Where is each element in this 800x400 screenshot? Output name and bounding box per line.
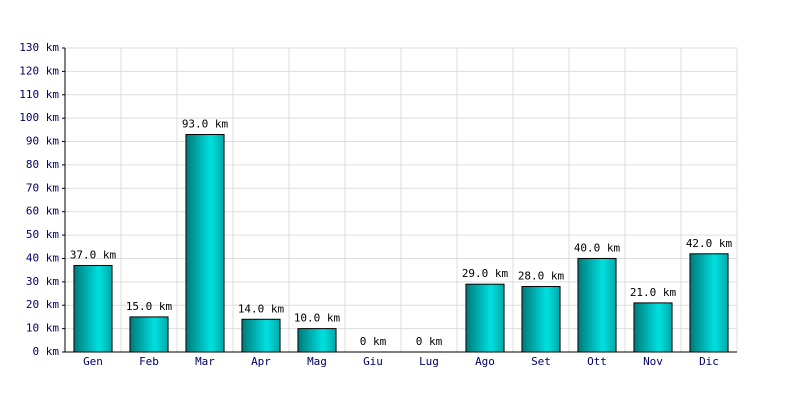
x-tick-label: Feb [139,355,159,368]
value-label: 93.0 km [182,118,229,131]
y-tick-label: 110 km [19,88,59,101]
y-tick-label: 130 km [19,41,59,54]
value-label: 21.0 km [630,286,677,299]
value-label: 29.0 km [462,267,509,280]
bar [689,253,729,353]
y-tick-label: 80 km [26,158,59,171]
y-tick-label: 10 km [26,322,59,335]
bar [521,286,561,353]
bar [241,318,281,353]
x-tick-label: Gen [83,355,103,368]
x-tick-label: Giu [363,355,383,368]
bar [129,316,169,353]
y-tick-label: 0 km [33,345,60,358]
y-tick-label: 100 km [19,111,59,124]
value-label: 14.0 km [238,302,285,315]
bar [633,302,673,353]
bar [465,283,505,353]
x-tick-label: Dic [699,355,719,368]
x-tick-label: Set [531,355,551,368]
value-label: 10.0 km [294,312,341,325]
value-label: 0 km [416,335,443,348]
value-label: 40.0 km [574,241,621,254]
y-tick-label: 30 km [26,275,59,288]
x-tick-label: Mar [195,355,215,368]
x-tick-label: Mag [307,355,327,368]
value-label: 42.0 km [686,237,733,250]
value-label: 28.0 km [518,270,565,283]
y-tick-label: 90 km [26,135,59,148]
x-tick-label: Nov [643,355,663,368]
y-tick-label: 50 km [26,228,59,241]
x-tick-label: Lug [419,355,439,368]
x-tick-label: Ago [475,355,495,368]
y-tick-label: 20 km [26,298,59,311]
y-tick-label: 70 km [26,181,59,194]
value-label: 0 km [360,335,387,348]
x-tick-label: Ott [587,355,607,368]
y-tick-label: 40 km [26,251,59,264]
bar [577,257,617,353]
value-label: 15.0 km [126,300,173,313]
y-tick-label: 60 km [26,205,59,218]
bar [73,264,113,353]
bar [185,134,225,353]
y-tick-label: 120 km [19,64,59,77]
bar [297,328,337,353]
value-label: 37.0 km [70,248,117,261]
x-tick-label: Apr [251,355,271,368]
